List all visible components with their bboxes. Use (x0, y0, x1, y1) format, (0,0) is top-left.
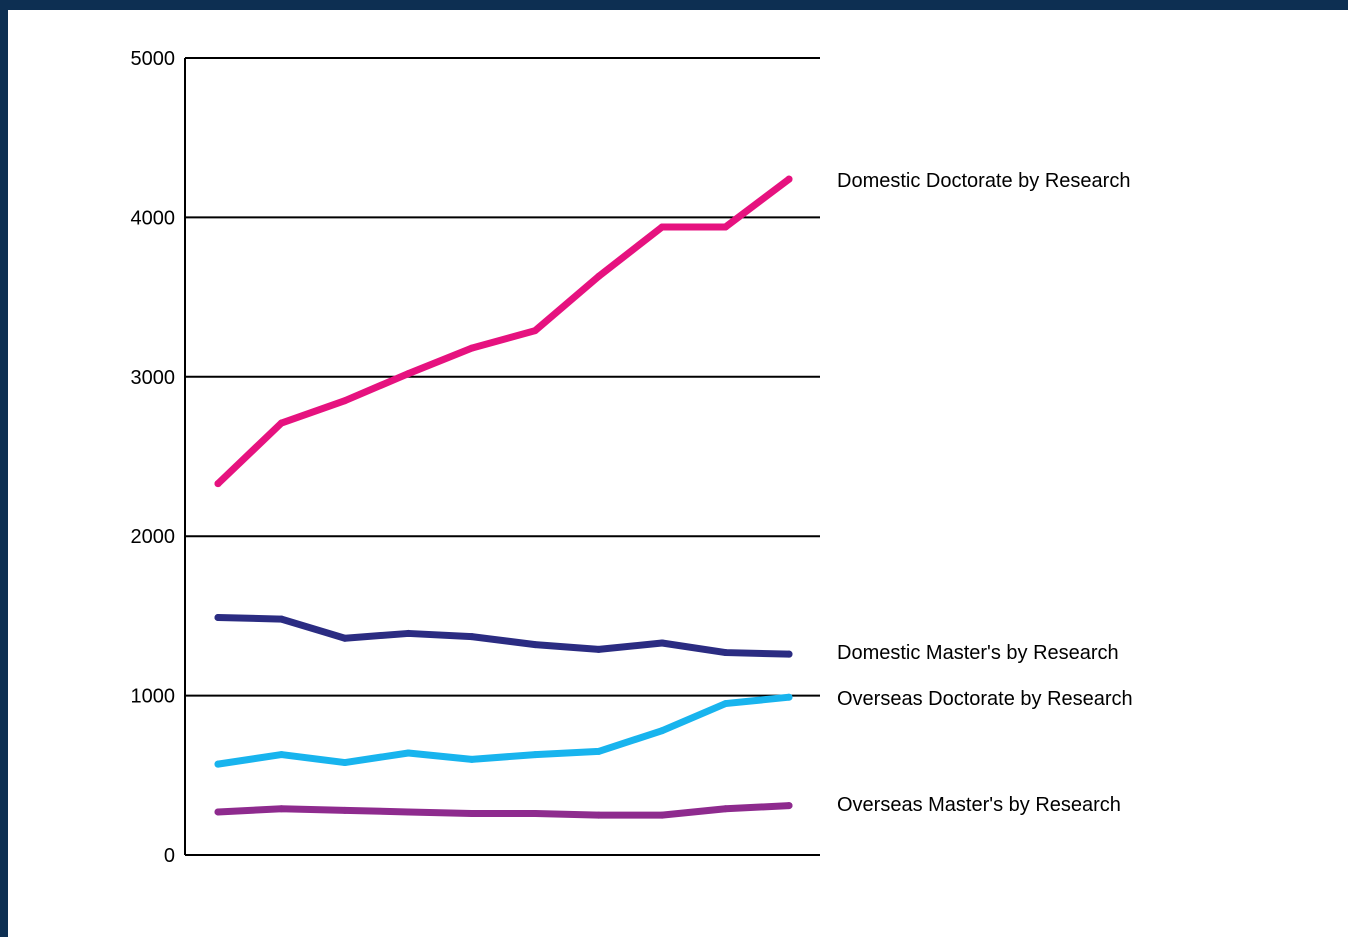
data-point (595, 272, 603, 280)
data-point (214, 760, 222, 768)
series-label-2: Overseas Doctorate by Research (837, 688, 1133, 710)
data-point (341, 806, 349, 814)
data-point (468, 810, 476, 818)
data-point (341, 634, 349, 642)
data-point (404, 808, 412, 816)
y-tick-label: 4000 (131, 207, 176, 229)
data-point (341, 759, 349, 767)
data-point (658, 223, 666, 231)
series-label-1: Domestic Master's by Research (837, 642, 1119, 664)
gridlines (185, 57, 820, 856)
data-point (531, 641, 539, 649)
data-point (722, 700, 730, 708)
series-label-3: Overseas Master's by Research (837, 794, 1121, 816)
data-point (341, 397, 349, 405)
data-point (404, 370, 412, 378)
data-point (468, 633, 476, 641)
data-point (658, 727, 666, 735)
series-line-2 (214, 693, 793, 768)
data-point (404, 749, 412, 757)
data-point (404, 629, 412, 637)
data-point (722, 223, 730, 231)
data-point (785, 802, 793, 810)
data-point (785, 693, 793, 701)
series-line-3 (214, 802, 793, 819)
data-point (658, 639, 666, 647)
series-label-0: Domestic Doctorate by Research (837, 170, 1130, 192)
y-axis-ticks: 0 1000 2000 3000 4000 5000 (131, 48, 176, 867)
y-tick-label: 2000 (131, 526, 176, 548)
data-point (277, 751, 285, 759)
data-point (214, 613, 222, 621)
data-point (531, 810, 539, 818)
data-point (595, 811, 603, 819)
data-point (785, 175, 793, 183)
data-point (277, 805, 285, 813)
series-line-1 (214, 613, 793, 658)
y-tick-label: 1000 (131, 686, 176, 708)
y-tick-label: 0 (164, 845, 175, 867)
y-tick-label: 3000 (131, 367, 176, 389)
y-tick-label: 5000 (131, 48, 176, 70)
data-point (722, 805, 730, 813)
series-line-0 (214, 175, 793, 488)
data-point (214, 808, 222, 816)
data-point (277, 615, 285, 623)
data-point (531, 751, 539, 759)
series-labels: Domestic Doctorate by Research Domestic M… (837, 170, 1133, 816)
data-point (658, 811, 666, 819)
data-point (468, 344, 476, 352)
data-point (722, 649, 730, 657)
data-point (277, 419, 285, 427)
series-lines (214, 175, 793, 819)
data-point (468, 755, 476, 763)
data-point (785, 650, 793, 658)
data-point (214, 480, 222, 488)
data-point (595, 747, 603, 755)
data-point (531, 327, 539, 335)
data-point (595, 645, 603, 653)
